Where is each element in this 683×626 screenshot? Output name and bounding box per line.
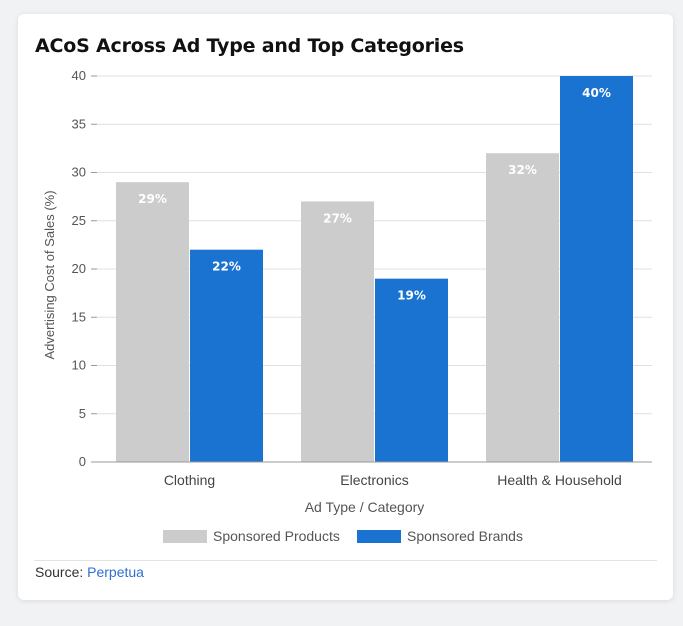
data-label: 32% — [508, 163, 537, 177]
divider — [34, 560, 657, 561]
y-tick-label: 25 — [72, 213, 86, 228]
bar — [486, 153, 559, 462]
data-label: 27% — [323, 211, 352, 225]
legend-swatch — [163, 530, 207, 543]
legend-layer: Sponsored Products Sponsored Brands — [163, 528, 523, 544]
y-tick-label: 0 — [79, 454, 86, 469]
data-label: 22% — [212, 260, 241, 274]
axis-layer: 0 5 10 15 20 25 30 35 40 Clothing Electronics Healt… — [42, 68, 652, 515]
bar-layer — [116, 76, 633, 462]
y-tick-label: 30 — [72, 165, 86, 180]
legend-label: Sponsored Brands — [407, 528, 523, 544]
legend-label: Sponsored Products — [213, 528, 340, 544]
bar — [116, 182, 189, 462]
chart-card: ACoS Across Ad Type and Top Categories 0… — [18, 14, 673, 600]
x-tick-label: Electronics — [340, 472, 408, 488]
y-tick-label: 40 — [72, 68, 86, 83]
label-layer: 29% 22% 27% 19% 32% 40% — [138, 86, 611, 303]
bar — [560, 76, 633, 462]
legend-swatch — [357, 530, 401, 543]
source-link[interactable]: Perpetua — [87, 564, 144, 580]
x-tick-label: Clothing — [164, 472, 215, 488]
data-label: 29% — [138, 192, 167, 206]
chart-title: ACoS Across Ad Type and Top Categories — [35, 35, 464, 57]
y-axis-title: Advertising Cost of Sales (%) — [42, 190, 57, 359]
source-label: Source: — [35, 564, 84, 580]
bar — [301, 201, 374, 462]
data-label: 40% — [582, 86, 611, 100]
x-axis-title: Ad Type / Category — [305, 499, 425, 515]
y-tick-label: 5 — [79, 406, 86, 421]
y-tick-label: 20 — [72, 261, 86, 276]
bar — [375, 278, 448, 462]
y-tick-label: 10 — [72, 358, 86, 373]
data-label: 19% — [397, 289, 426, 303]
bar-chart: 0 5 10 15 20 25 30 35 40 Clothing Electronics Healt… — [42, 68, 652, 544]
y-tick-label: 15 — [72, 309, 86, 324]
bar — [190, 249, 263, 462]
y-tick-label: 35 — [72, 116, 86, 131]
x-tick-label: Health & Household — [497, 472, 622, 488]
source-line: Source: Perpetua — [35, 564, 144, 580]
